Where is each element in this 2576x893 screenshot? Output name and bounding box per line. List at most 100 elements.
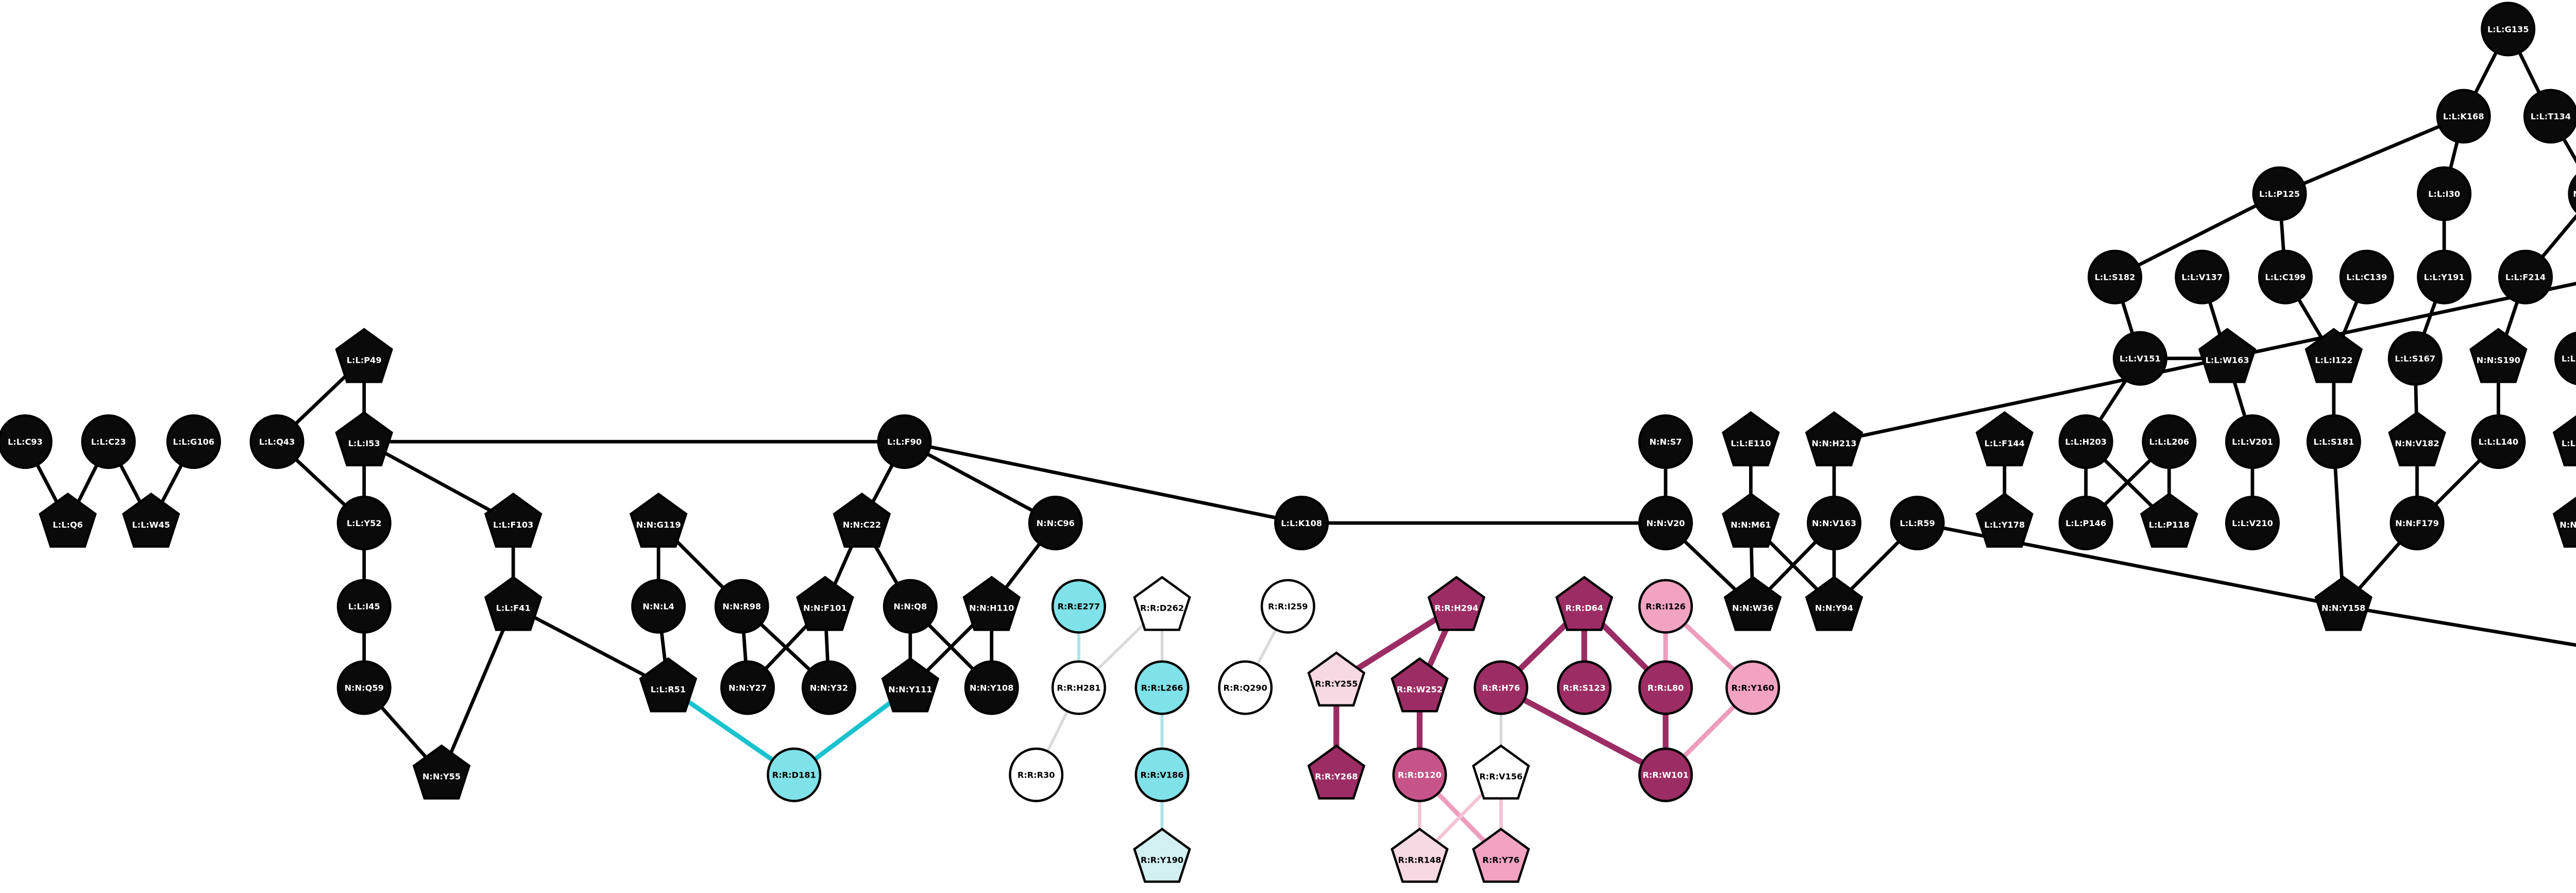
node-R:R:Y160[interactable]: R:R:Y160: [1725, 660, 1781, 715]
node-L:L:S181[interactable]: L:L:S181: [2306, 414, 2361, 469]
node-L:L:I45[interactable]: L:L:I45: [336, 579, 392, 634]
node-R:R:D181[interactable]: R:R:D181: [767, 747, 822, 802]
node-N:N:P139[interactable]: N:N:P139: [2552, 494, 2576, 548]
node-L:L:C23[interactable]: L:L:C23: [81, 414, 136, 469]
node-N:N:H213[interactable]: N:N:H213: [1805, 411, 1863, 466]
node-L:L:F123[interactable]: L:L:F123: [2552, 413, 2576, 466]
node-L:L:S182[interactable]: L:L:S182: [2088, 249, 2143, 305]
node-L:L:W163[interactable]: L:L:W163: [2198, 328, 2257, 383]
node-L:L:G106[interactable]: L:L:G106: [166, 414, 221, 469]
node-L:L:V151[interactable]: L:L:V151: [2112, 331, 2167, 386]
node-L:L:R59[interactable]: L:L:R59: [1890, 495, 1945, 550]
node-R:R:H76[interactable]: R:R:H76: [1473, 660, 1529, 715]
node-L:L:P49[interactable]: L:L:P49: [335, 328, 394, 383]
node-R:R:D64[interactable]: R:R:D64: [1555, 576, 1614, 631]
node-R:R:H281[interactable]: R:R:H281: [1051, 660, 1106, 715]
node-L:L:F144[interactable]: L:L:F144: [1975, 411, 2034, 466]
node-R:R:L266[interactable]: R:R:L266: [1134, 660, 1190, 715]
node-L:L:P125[interactable]: L:L:P125: [2252, 166, 2307, 221]
circle-node-shape: [1051, 660, 1106, 715]
node-L:L:Y52[interactable]: L:L:Y52: [336, 495, 392, 550]
node-L:L:R51[interactable]: L:L:R51: [639, 657, 698, 713]
circle-node-shape: [2058, 495, 2113, 550]
node-R:R:V156[interactable]: R:R:V156: [1472, 744, 1530, 800]
node-R:R:S123[interactable]: R:R:S123: [1557, 660, 1612, 715]
node-L:L:Q6[interactable]: L:L:Q6: [39, 492, 97, 548]
node-L:L:T134[interactable]: L:L:T134: [2523, 89, 2576, 144]
circle-node-shape: [767, 747, 822, 802]
node-N:N:R98[interactable]: N:N:R98: [714, 579, 769, 634]
node-L:L:F214[interactable]: L:L:F214: [2498, 249, 2553, 305]
node-L:L:V137[interactable]: L:L:V137: [2175, 249, 2230, 305]
node-R:R:E277[interactable]: R:R:E277: [1051, 579, 1106, 634]
node-L:L:L140[interactable]: L:L:L140: [2471, 414, 2526, 469]
node-N:N:C22[interactable]: N:N:C22: [833, 492, 891, 548]
node-N:N:M61[interactable]: N:N:M61: [1722, 492, 1780, 548]
node-L:L:F103[interactable]: L:L:F103: [484, 492, 543, 548]
node-L:L:C199[interactable]: L:L:C199: [2258, 249, 2313, 305]
node-N:N:Y32[interactable]: N:N:Y32: [801, 660, 856, 715]
node-R:R:D120[interactable]: R:R:D120: [1392, 747, 1447, 802]
node-N:N:Q59[interactable]: N:N:Q59: [336, 660, 392, 715]
node-R:R:I259[interactable]: R:R:I259: [1260, 579, 1315, 634]
pentagon-node-shape: [335, 411, 394, 466]
node-N:N:G119[interactable]: N:N:G119: [629, 492, 688, 548]
node-L:L:Q43[interactable]: L:L:Q43: [249, 414, 304, 469]
circle-node-shape: [1725, 660, 1781, 715]
node-L:L:K108[interactable]: L:L:K108: [1274, 495, 1329, 550]
node-L:L:L206[interactable]: L:L:L206: [2142, 414, 2197, 469]
circle-node-shape: [2175, 249, 2230, 305]
node-N:N:L4[interactable]: N:N:L4: [631, 579, 686, 634]
node-L:L:P146[interactable]: L:L:P146: [2058, 495, 2113, 550]
circle-node-shape: [714, 579, 769, 634]
node-L:L:E110[interactable]: L:L:E110: [1722, 411, 1780, 466]
node-N:N:S7[interactable]: N:N:S7: [1638, 414, 1693, 469]
node-N:N:F179[interactable]: N:N:F179: [2389, 495, 2445, 550]
node-R:R:W101[interactable]: R:R:W101: [1638, 747, 1693, 802]
node-N:N:V20[interactable]: N:N:V20: [1638, 495, 1693, 550]
node-L:L:K168[interactable]: L:L:K168: [2436, 89, 2491, 144]
node-L:L:V201[interactable]: L:L:V201: [2225, 414, 2280, 469]
graph-edge: [903, 440, 1303, 525]
node-L:L:F121[interactable]: L:L:F121: [2554, 331, 2576, 385]
node-N:N:F101[interactable]: N:N:F101: [796, 576, 854, 631]
node-N:N:Q8[interactable]: N:N:Q8: [883, 579, 938, 634]
circle-node-shape: [801, 660, 856, 715]
node-R:R:H294[interactable]: R:R:H294: [1427, 576, 1486, 631]
node-R:R:L80[interactable]: R:R:L80: [1638, 660, 1693, 715]
node-R:R:Q290[interactable]: R:R:Q290: [1218, 660, 1273, 715]
node-L:L:Y191[interactable]: L:L:Y191: [2417, 249, 2472, 305]
pentagon-node-shape: [1975, 492, 2034, 548]
node-N:N:Y108[interactable]: N:N:Y108: [964, 660, 1019, 715]
node-N:N:V163[interactable]: N:N:V163: [1806, 495, 1861, 550]
node-N:N:S190[interactable]: N:N:S190: [2469, 328, 2528, 383]
node-R:R:Y268[interactable]: R:R:Y268: [1307, 744, 1366, 800]
node-L:L:I122[interactable]: L:L:I122: [2304, 328, 2363, 383]
node-N:N:Y27[interactable]: N:N:Y27: [720, 660, 775, 715]
node-R:R:Y255[interactable]: R:R:Y255: [1307, 651, 1366, 707]
node-R:R:V186[interactable]: R:R:V186: [1134, 747, 1190, 802]
node-L:L:W45[interactable]: L:L:W45: [122, 492, 180, 548]
node-L:L:H203[interactable]: L:L:H203: [2058, 414, 2113, 469]
node-L:L:I53[interactable]: L:L:I53: [335, 411, 394, 466]
node-R:R:W252[interactable]: R:R:W252: [1391, 657, 1449, 713]
node-N:N:V182[interactable]: N:N:V182: [2388, 411, 2446, 466]
node-L:L:F90[interactable]: L:L:F90: [877, 414, 932, 469]
node-L:L:V210[interactable]: L:L:V210: [2225, 495, 2280, 550]
node-R:R:R30[interactable]: R:R:R30: [1009, 747, 1064, 802]
pentagon-node-shape: [1307, 744, 1366, 800]
node-L:L:S167[interactable]: L:L:S167: [2387, 331, 2443, 386]
node-R:R:Y190[interactable]: R:R:Y190: [1133, 828, 1191, 883]
node-N:N:K106[interactable]: N:N:K106: [2568, 167, 2576, 220]
node-L:L:I30[interactable]: L:L:I30: [2417, 166, 2472, 221]
node-R:R:D262[interactable]: R:R:D262: [1133, 576, 1191, 631]
node-L:L:C93[interactable]: L:L:C93: [0, 414, 53, 469]
node-N:N:C96[interactable]: N:N:C96: [1028, 495, 1083, 550]
node-N:N:H110[interactable]: N:N:H110: [962, 576, 1021, 631]
node-R:R:I126[interactable]: R:R:I126: [1638, 579, 1693, 634]
node-L:L:Y178[interactable]: L:L:Y178: [1975, 492, 2034, 548]
node-L:L:C139[interactable]: L:L:C139: [2339, 249, 2394, 305]
circle-node-shape: [166, 414, 221, 469]
node-L:L:G135[interactable]: L:L:G135: [2481, 2, 2536, 57]
node-L:L:F41[interactable]: L:L:F41: [484, 576, 543, 631]
